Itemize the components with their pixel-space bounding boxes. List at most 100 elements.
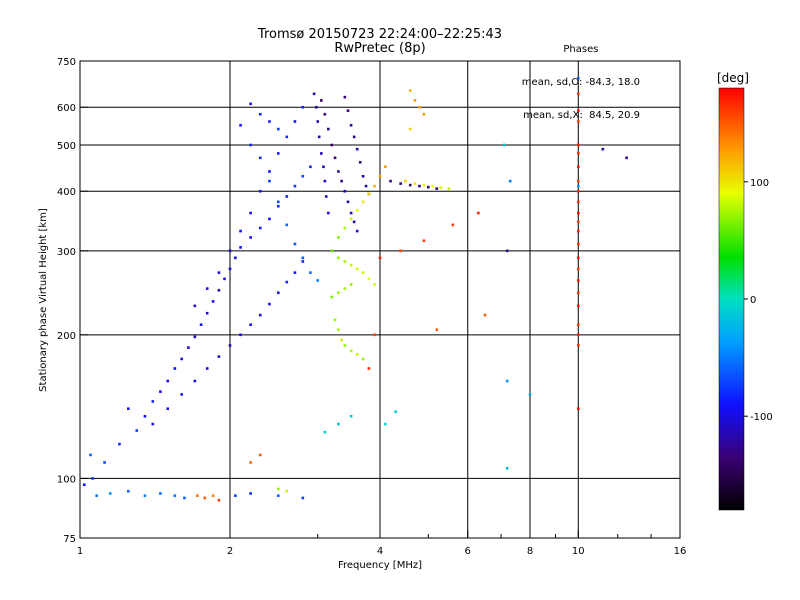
data-point — [323, 112, 327, 116]
phase-stats-o: mean, sd,O: -84.3, 18.0 — [521, 77, 640, 88]
data-point — [143, 494, 147, 497]
data-point — [343, 344, 347, 347]
data-point — [349, 217, 353, 221]
data-point — [576, 291, 580, 295]
data-point — [249, 102, 252, 106]
data-point — [276, 291, 280, 295]
y-axis: 75 100 200 300 400 500 600 750 — [57, 57, 88, 545]
data-point — [426, 185, 430, 189]
data-point — [378, 174, 382, 178]
chart-subtitle: RwPretec (8p) — [334, 41, 426, 56]
data-point — [364, 184, 368, 188]
data-point — [576, 229, 580, 233]
data-point — [422, 112, 426, 116]
data-point — [576, 323, 580, 327]
data-point — [301, 256, 305, 260]
data-point — [337, 236, 340, 239]
data-point — [358, 160, 362, 164]
data-point — [422, 239, 426, 243]
data-point — [408, 89, 412, 92]
data-point — [316, 279, 320, 282]
data-point — [367, 277, 371, 281]
x-tick-label: 16 — [674, 546, 687, 557]
colorbar-ticks: 100 0 -100 — [744, 178, 773, 423]
data-point — [324, 195, 328, 198]
data-point — [205, 311, 209, 315]
data-point — [309, 271, 312, 274]
data-point — [301, 174, 305, 178]
data-point — [211, 300, 215, 303]
data-point — [576, 189, 580, 193]
data-point — [276, 494, 280, 497]
data-point — [418, 184, 421, 188]
data-point — [340, 338, 343, 342]
data-point — [389, 179, 392, 183]
data-point — [349, 414, 353, 418]
data-point — [343, 260, 347, 263]
data-point — [276, 487, 280, 491]
data-point — [576, 211, 580, 215]
data-point — [343, 95, 347, 99]
data-point — [193, 304, 197, 308]
data-point — [151, 422, 155, 426]
colorbar — [718, 87, 745, 511]
data-point — [91, 477, 94, 480]
data-point — [384, 165, 387, 169]
data-point — [451, 223, 455, 227]
data-point — [276, 200, 280, 204]
data-point — [268, 120, 271, 123]
data-point — [439, 186, 443, 189]
data-point — [293, 271, 297, 274]
data-point — [103, 461, 106, 464]
phase-stats-header: Phases — [563, 44, 599, 55]
data-point — [505, 379, 509, 383]
data-point — [285, 135, 289, 139]
data-point — [355, 353, 359, 356]
data-point — [508, 179, 512, 183]
data-point — [268, 179, 271, 183]
data-point — [483, 313, 487, 317]
colorbar-label: [deg] — [717, 71, 749, 85]
data-point — [234, 494, 237, 497]
data-point — [576, 407, 580, 411]
data-point — [126, 489, 130, 493]
data-point — [337, 170, 340, 173]
colorbar-tick-label: -100 — [750, 412, 773, 423]
data-point — [317, 135, 321, 139]
data-point — [576, 92, 580, 96]
y-tick-label: 75 — [63, 534, 76, 545]
data-point — [173, 494, 177, 497]
data-point — [258, 189, 262, 193]
data-point — [361, 357, 365, 361]
data-point — [576, 76, 580, 80]
data-point — [373, 283, 376, 286]
data-point — [196, 494, 199, 497]
x-tick-label: 6 — [465, 546, 471, 557]
data-point — [399, 182, 402, 185]
data-point — [159, 492, 162, 495]
y-tick-label: 750 — [57, 57, 76, 68]
data-point — [361, 271, 365, 274]
data-point — [337, 422, 340, 426]
data-point — [180, 393, 184, 396]
data-point — [285, 195, 289, 198]
data-point — [89, 453, 92, 457]
data-point — [316, 120, 320, 123]
chart-title: Tromsø 20150723 22:24:00–22:25:43 — [257, 27, 503, 42]
data-point — [413, 99, 417, 102]
data-point — [249, 211, 252, 215]
data-point — [276, 204, 280, 208]
data-point — [166, 379, 170, 383]
data-point — [346, 109, 350, 113]
data-point — [352, 135, 356, 139]
data-point — [408, 183, 412, 187]
data-point — [228, 267, 232, 271]
colorbar-tick-label: 100 — [750, 178, 769, 189]
data-point — [394, 410, 397, 413]
data-point — [320, 99, 323, 102]
data-point — [183, 496, 186, 500]
data-point — [505, 249, 509, 253]
data-point — [320, 152, 323, 155]
